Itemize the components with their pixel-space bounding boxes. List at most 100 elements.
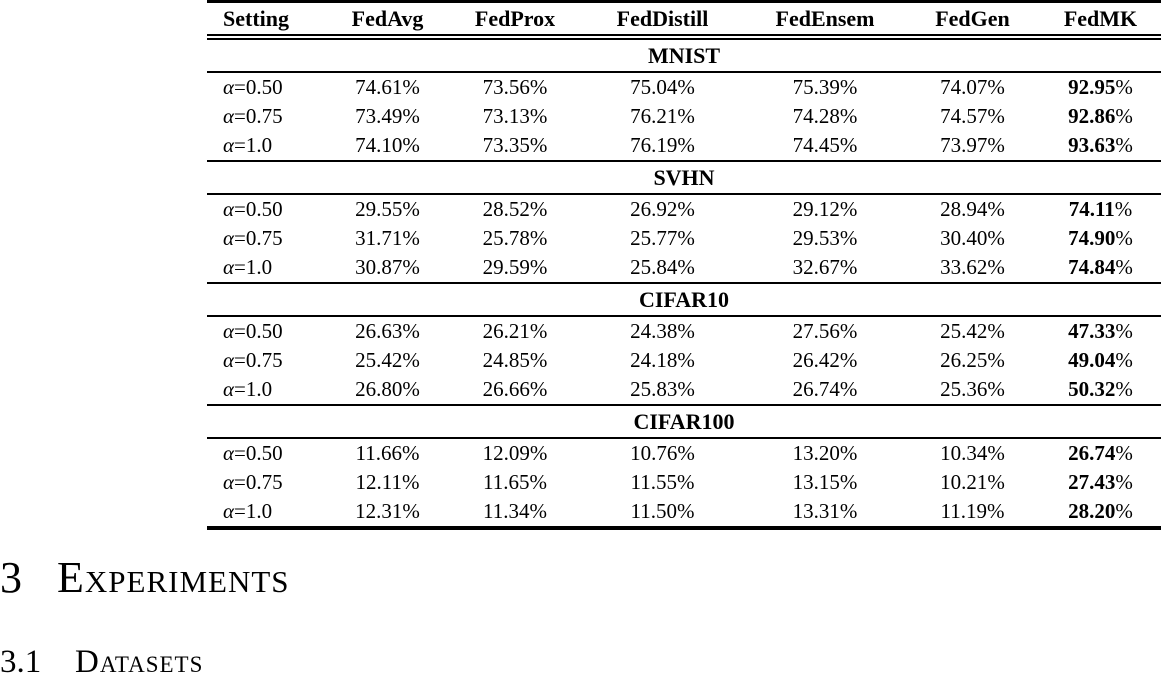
- setting-cell: α=1.0: [223, 133, 273, 157]
- value-cell-fedprox: 28.52%: [482, 197, 548, 221]
- value-cell-feddistill: 75.04%: [630, 75, 695, 99]
- results-table-body: MNIST α=0.50 74.61% 73.56% 75.04% 75.39% 74.07…: [207, 36, 1161, 528]
- setting-cell: α=0.50: [223, 197, 283, 221]
- value-cell-feddistill: 11.50%: [630, 499, 695, 523]
- value-cell-fedprox: 11.34%: [483, 499, 547, 523]
- value-cell-feddistill: 76.21%: [630, 104, 695, 128]
- subsection-heading: 3.1 Datasets: [0, 646, 203, 679]
- section-heading: 3 Experiments: [0, 556, 290, 600]
- value-cell-fedmk: 92.95%: [1068, 75, 1133, 99]
- table-row: α=1.0 26.80% 26.66% 25.83% 26.74% 25.36% 50.32…: [207, 375, 1161, 405]
- setting-cell: α=0.50: [223, 441, 283, 465]
- dataset-section-cifar10: CIFAR10: [207, 282, 1161, 317]
- value-cell-fedavg: 26.63%: [355, 319, 420, 343]
- value-cell-fedprox: 25.78%: [482, 226, 548, 250]
- setting-cell: α=0.50: [223, 319, 283, 343]
- value-cell-fedprox: 11.65%: [483, 470, 547, 494]
- column-header-fedmk: FedMK: [1040, 1, 1161, 40]
- value-cell-fedgen: 11.19%: [940, 499, 1005, 523]
- setting-cell: α=1.0: [223, 377, 273, 401]
- value-cell-feddistill: 10.76%: [630, 441, 695, 465]
- table-row: α=0.50 74.61% 73.56% 75.04% 75.39% 74.07% 92.9…: [207, 72, 1161, 102]
- table-row: α=1.0 74.10% 73.35% 76.19% 74.45% 73.97% 93.63…: [207, 131, 1161, 161]
- value-cell-fedmk: 93.63%: [1068, 133, 1133, 157]
- section-number: 3: [0, 553, 22, 602]
- value-cell-feddistill: 26.92%: [630, 197, 695, 221]
- value-cell-fedavg: 29.55%: [355, 197, 420, 221]
- setting-cell: α=1.0: [223, 255, 273, 279]
- value-cell-fedensem: 29.53%: [792, 226, 858, 250]
- value-cell-fedmk: 50.32%: [1068, 377, 1133, 401]
- value-cell-feddistill: 25.84%: [630, 255, 695, 279]
- dataset-name: CIFAR100: [207, 404, 1161, 439]
- value-cell-fedprox: 73.13%: [482, 104, 548, 128]
- value-cell-fedavg: 74.61%: [355, 75, 420, 99]
- value-cell-fedmk: 74.11%: [1068, 197, 1133, 221]
- value-cell-fedavg: 26.80%: [355, 377, 420, 401]
- header-row: Setting FedAvg FedProx FedDistill FedEnsem Fe…: [207, 1, 1161, 40]
- value-cell-fedgen: 30.40%: [940, 226, 1005, 250]
- value-cell-fedprox: 24.85%: [482, 348, 548, 372]
- value-cell-fedensem: 75.39%: [792, 75, 858, 99]
- table-row: α=0.75 25.42% 24.85% 24.18% 26.42% 26.25% 49.0…: [207, 346, 1161, 375]
- dataset-name: SVHN: [207, 160, 1161, 195]
- setting-cell: α=0.75: [223, 470, 283, 494]
- table-row: α=0.75 12.11% 11.65% 11.55% 13.15% 10.21% 27.4…: [207, 468, 1161, 497]
- value-cell-feddistill: 25.83%: [630, 377, 695, 401]
- value-cell-fedgen: 25.36%: [940, 377, 1005, 401]
- setting-cell: α=0.75: [223, 226, 283, 250]
- subsection-title: Datasets: [75, 644, 204, 680]
- value-cell-fedgen: 73.97%: [940, 133, 1005, 157]
- value-cell-fedavg: 74.10%: [355, 133, 420, 157]
- results-table-header: Setting FedAvg FedProx FedDistill FedEnsem Fe…: [207, 1, 1161, 40]
- column-header-fedprox: FedProx: [450, 1, 580, 40]
- value-cell-fedgen: 26.25%: [940, 348, 1005, 372]
- value-cell-feddistill: 76.19%: [630, 133, 695, 157]
- value-cell-fedensem: 13.31%: [792, 499, 858, 523]
- value-cell-fedgen: 28.94%: [940, 197, 1005, 221]
- value-cell-fedavg: 73.49%: [355, 104, 420, 128]
- value-cell-fedprox: 12.09%: [482, 441, 548, 465]
- value-cell-fedmk: 27.43%: [1068, 470, 1133, 494]
- setting-cell: α=1.0: [223, 499, 273, 523]
- value-cell-fedensem: 27.56%: [792, 319, 858, 343]
- value-cell-fedavg: 11.66%: [355, 441, 420, 465]
- value-cell-fedprox: 26.21%: [482, 319, 548, 343]
- value-cell-fedensem: 29.12%: [792, 197, 858, 221]
- dataset-name: MNIST: [207, 36, 1161, 73]
- value-cell-fedmk: 28.20%: [1068, 499, 1133, 523]
- value-cell-feddistill: 25.77%: [630, 226, 695, 250]
- value-cell-fedprox: 29.59%: [482, 255, 548, 279]
- value-cell-feddistill: 24.18%: [630, 348, 695, 372]
- value-cell-fedensem: 74.45%: [792, 133, 858, 157]
- table-row: α=0.75 31.71% 25.78% 25.77% 29.53% 30.40% 74.9…: [207, 224, 1161, 253]
- value-cell-fedgen: 10.21%: [940, 470, 1005, 494]
- value-cell-feddistill: 24.38%: [630, 319, 695, 343]
- table-row: α=1.0 12.31% 11.34% 11.50% 13.31% 11.19% 28.20…: [207, 497, 1161, 528]
- table-row: α=0.50 26.63% 26.21% 24.38% 27.56% 25.42% 47.3…: [207, 316, 1161, 346]
- value-cell-fedgen: 74.57%: [940, 104, 1005, 128]
- value-cell-fedgen: 10.34%: [940, 441, 1005, 465]
- value-cell-fedavg: 30.87%: [355, 255, 420, 279]
- table-row: α=1.0 30.87% 29.59% 25.84% 32.67% 33.62% 74.84…: [207, 253, 1161, 283]
- column-header-setting: Setting: [207, 1, 325, 40]
- value-cell-fedprox: 73.56%: [482, 75, 548, 99]
- value-cell-fedensem: 74.28%: [792, 104, 858, 128]
- value-cell-fedavg: 12.11%: [355, 470, 420, 494]
- setting-cell: α=0.50: [223, 75, 283, 99]
- table-row: α=0.50 29.55% 28.52% 26.92% 29.12% 28.94% 74.1…: [207, 194, 1161, 224]
- value-cell-fedavg: 12.31%: [355, 499, 420, 523]
- value-cell-fedgen: 33.62%: [940, 255, 1005, 279]
- value-cell-fedmk: 49.04%: [1068, 348, 1133, 372]
- value-cell-fedensem: 26.42%: [792, 348, 858, 372]
- value-cell-fedgen: 74.07%: [940, 75, 1005, 99]
- section-title: Experiments: [57, 553, 290, 602]
- column-header-fedgen: FedGen: [905, 1, 1040, 40]
- results-table: Setting FedAvg FedProx FedDistill FedEnsem Fe…: [207, 0, 1161, 530]
- value-cell-fedmk: 47.33%: [1068, 319, 1133, 343]
- value-cell-fedavg: 31.71%: [355, 226, 420, 250]
- value-cell-fedmk: 92.86%: [1068, 104, 1133, 128]
- value-cell-fedmk: 26.74%: [1068, 441, 1133, 465]
- setting-cell: α=0.75: [223, 348, 283, 372]
- table-row: α=0.50 11.66% 12.09% 10.76% 13.20% 10.34% 26.7…: [207, 438, 1161, 468]
